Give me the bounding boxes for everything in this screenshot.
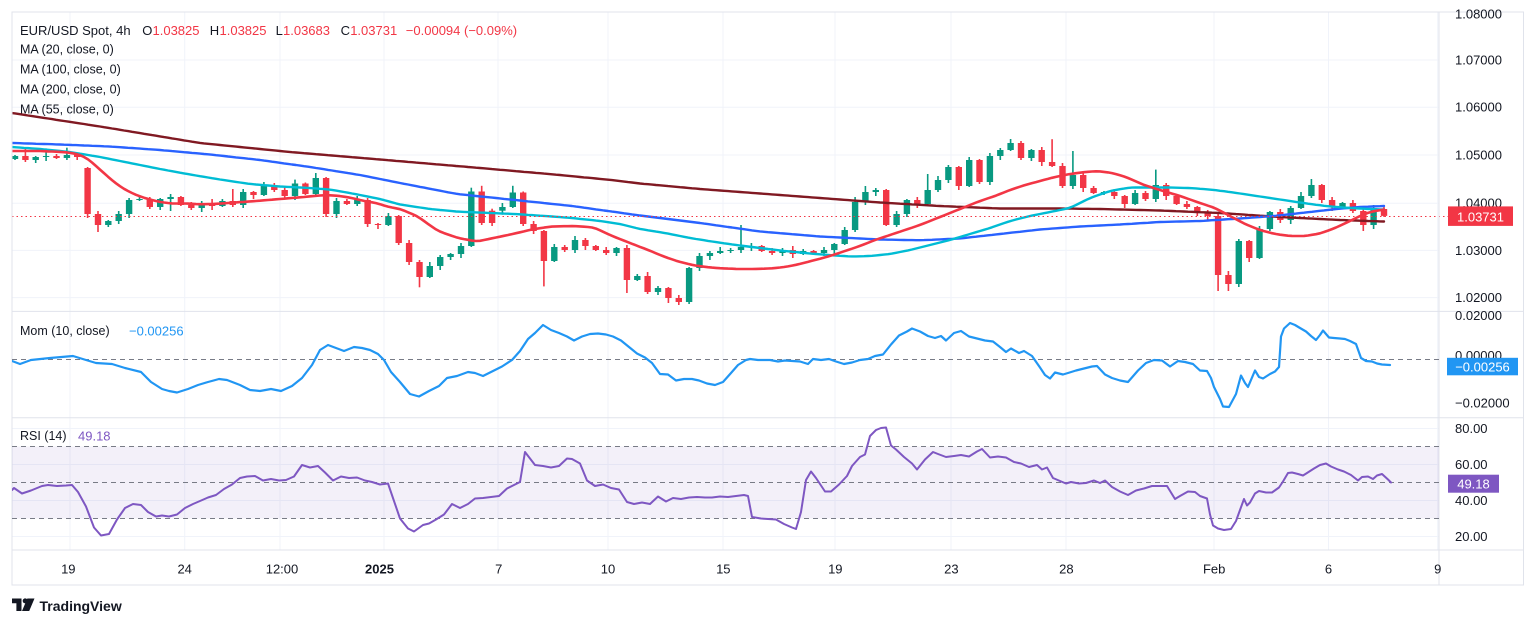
svg-text:Feb: Feb <box>1203 562 1225 577</box>
svg-text:1.05000: 1.05000 <box>1455 148 1502 163</box>
svg-text:15: 15 <box>716 562 730 577</box>
svg-text:−0.02000: −0.02000 <box>1455 396 1510 411</box>
svg-text:1.08000: 1.08000 <box>1455 7 1502 22</box>
svg-text:9: 9 <box>1434 562 1441 577</box>
svg-text:7: 7 <box>495 562 502 577</box>
svg-text:1.03825: 1.03825 <box>153 23 200 38</box>
svg-text:23: 23 <box>944 562 958 577</box>
svg-text:10: 10 <box>601 562 615 577</box>
svg-text:60.00: 60.00 <box>1455 457 1488 472</box>
svg-text:C: C <box>341 23 350 38</box>
svg-text:O: O <box>142 23 152 38</box>
svg-text:2025: 2025 <box>365 562 394 577</box>
svg-text:28: 28 <box>1059 562 1073 577</box>
svg-text:6: 6 <box>1325 562 1332 577</box>
svg-text:MA (200, close, 0): MA (200, close, 0) <box>20 83 121 97</box>
svg-text:L: L <box>276 23 283 38</box>
svg-text:40.00: 40.00 <box>1455 493 1488 508</box>
svg-text:1.03683: 1.03683 <box>283 23 330 38</box>
svg-text:19: 19 <box>828 562 842 577</box>
svg-text:EUR/USD Spot, 4h: EUR/USD Spot, 4h <box>20 23 131 38</box>
svg-text:1.03825: 1.03825 <box>220 23 267 38</box>
svg-text:RSI (14): RSI (14) <box>20 429 67 443</box>
svg-text:H: H <box>210 23 219 38</box>
svg-text:1.03731: 1.03731 <box>350 23 397 38</box>
svg-text:1.07000: 1.07000 <box>1455 53 1502 68</box>
svg-text:19: 19 <box>61 562 75 577</box>
svg-text:−0.00256: −0.00256 <box>1455 360 1510 375</box>
svg-text:1.03731: 1.03731 <box>1457 209 1504 224</box>
svg-text:12:00: 12:00 <box>266 562 299 577</box>
svg-text:0.02000: 0.02000 <box>1455 308 1502 323</box>
svg-text:MA (55, close, 0): MA (55, close, 0) <box>20 103 114 117</box>
svg-text:MA (20, close, 0): MA (20, close, 0) <box>20 43 114 57</box>
svg-text:MA (100, close, 0): MA (100, close, 0) <box>20 63 121 77</box>
svg-text:49.18: 49.18 <box>1457 477 1490 492</box>
svg-text:TradingView: TradingView <box>40 598 122 614</box>
svg-text:1.03000: 1.03000 <box>1455 243 1502 258</box>
svg-text:1.06000: 1.06000 <box>1455 100 1502 115</box>
svg-text:−0.00256: −0.00256 <box>129 324 184 339</box>
svg-text:−0.00094 (−0.09%): −0.00094 (−0.09%) <box>406 23 517 38</box>
svg-text:20.00: 20.00 <box>1455 529 1488 544</box>
svg-text:24: 24 <box>177 562 191 577</box>
svg-text:1.02000: 1.02000 <box>1455 290 1502 305</box>
svg-text:Mom (10, close): Mom (10, close) <box>20 324 110 338</box>
svg-text:80.00: 80.00 <box>1455 421 1488 436</box>
svg-text:49.18: 49.18 <box>78 429 111 444</box>
